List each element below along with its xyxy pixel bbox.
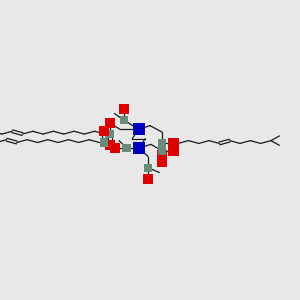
Bar (144, 164, 152, 172)
Bar (157, 157, 167, 167)
Bar (106, 130, 114, 138)
Bar (133, 142, 145, 154)
Bar (133, 123, 145, 136)
Bar (99, 126, 109, 136)
Bar (104, 140, 115, 151)
Bar (104, 118, 115, 128)
Bar (100, 138, 108, 147)
Bar (168, 138, 178, 148)
Bar (157, 149, 167, 160)
Bar (158, 147, 166, 155)
Bar (168, 146, 178, 156)
Bar (119, 116, 128, 124)
Bar (118, 103, 129, 114)
Bar (143, 174, 153, 184)
Bar (110, 143, 121, 153)
Bar (122, 144, 131, 152)
Bar (158, 139, 166, 148)
